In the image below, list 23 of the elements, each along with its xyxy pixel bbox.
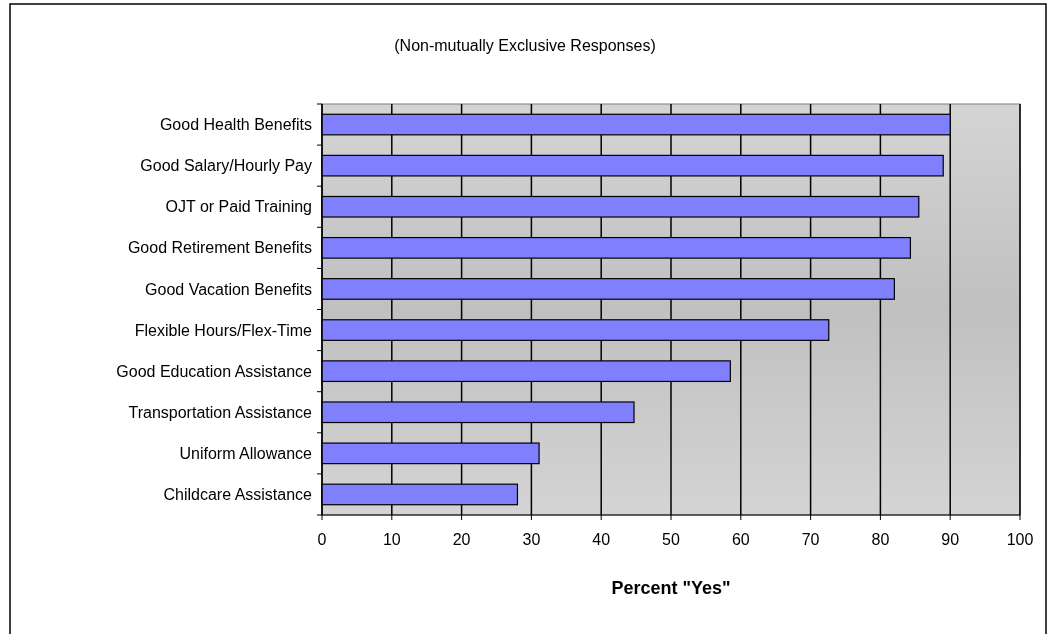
x-tick-label: 50 [662, 531, 680, 548]
x-tick-label: 80 [871, 531, 890, 548]
y-tick-label: Childcare Assistance [163, 486, 313, 504]
y-tick-label: Transportation Assistance [128, 403, 313, 421]
x-tick-label: 0 [317, 531, 327, 548]
y-tick-label: Good Education Assistance [116, 362, 313, 380]
y-tick-label: Uniform Allowance [179, 444, 313, 462]
x-tick-label: 20 [452, 531, 471, 548]
y-tick-label: Good Vacation Benefits [145, 280, 312, 298]
x-axis-title: Percent "Yes" [611, 578, 731, 598]
y-tick-label: OJT or Paid Training [165, 198, 312, 216]
x-tick-label: 60 [731, 531, 750, 548]
x-tick-label: 90 [941, 531, 960, 548]
y-tick-label: Good Salary/Hourly Pay [140, 157, 312, 175]
x-tick-label: 10 [382, 531, 401, 548]
y-tick-label: Good Health Benefits [159, 116, 312, 134]
x-tick-label: 70 [801, 531, 820, 548]
y-tick-label: Flexible Hours/Flex-Time [134, 321, 313, 339]
x-tick-label: 30 [522, 531, 541, 548]
x-tick-label: 100 [1006, 531, 1034, 548]
x-tick-label: 40 [592, 531, 611, 548]
chart-subtitle: (Non-mutually Exclusive Responses) [394, 37, 656, 54]
y-tick-label: Good Retirement Benefits [127, 239, 312, 257]
